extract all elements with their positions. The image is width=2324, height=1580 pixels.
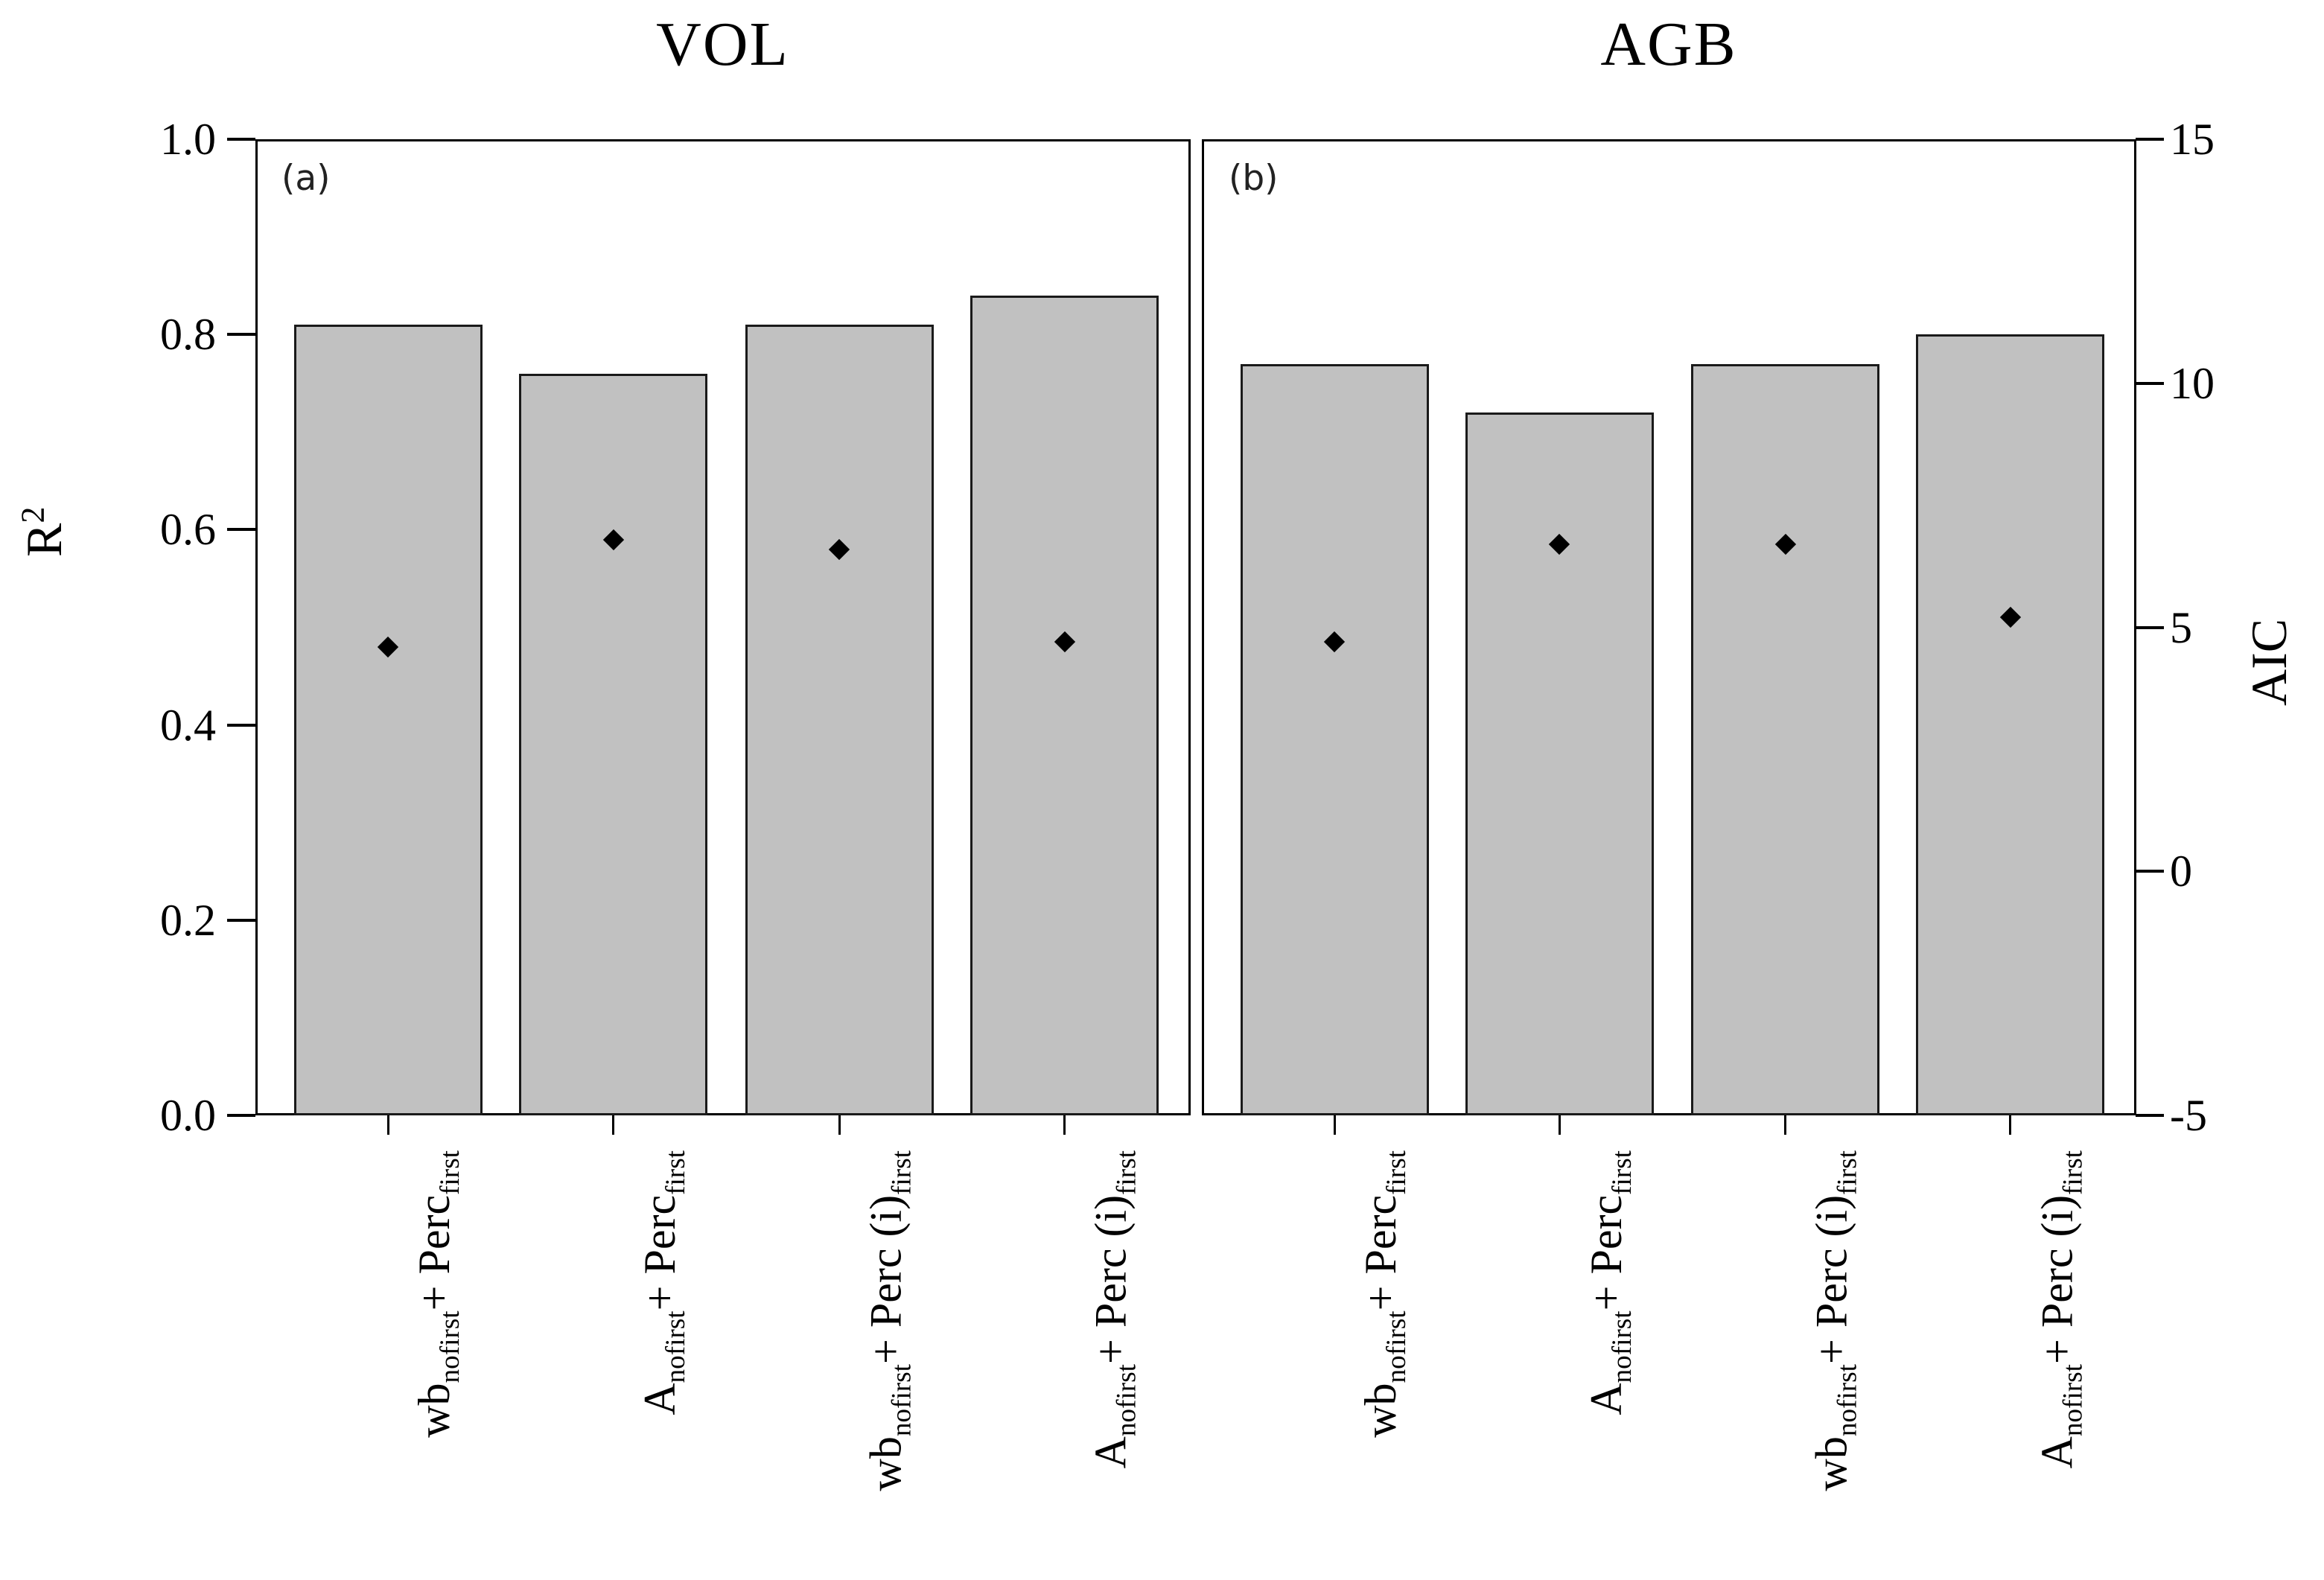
- left-axis-tick-label: 0.6: [160, 505, 216, 555]
- left-axis-label: R2: [14, 507, 72, 557]
- left-axis-tick: [227, 1114, 255, 1117]
- x-category-label: wbnofirst+ Perc (i)first: [1806, 1150, 1863, 1491]
- r2-bar: [1916, 334, 2105, 1115]
- left-axis-tick-label: 0.2: [160, 895, 216, 945]
- panel-b-title: AGB: [1600, 10, 1737, 79]
- panel-a-label: (a): [281, 158, 331, 199]
- x-axis-tick: [2009, 1115, 2012, 1135]
- x-axis-tick: [1558, 1115, 1561, 1135]
- x-axis-tick: [612, 1115, 615, 1135]
- x-category-label: wbnofirst+ Percfirst: [410, 1150, 466, 1438]
- left-axis-tick-label: 1.0: [160, 115, 216, 164]
- x-axis-tick: [386, 1115, 389, 1135]
- x-axis-tick: [1333, 1115, 1336, 1135]
- left-axis-tick: [227, 918, 255, 922]
- left-axis-tick: [227, 333, 255, 337]
- r2-bar: [293, 325, 483, 1115]
- x-axis-tick: [1784, 1115, 1787, 1135]
- right-axis-tick-label: 15: [2170, 115, 2215, 164]
- right-axis-tick: [2136, 625, 2164, 629]
- left-axis-tick-label: 0.8: [160, 310, 216, 360]
- x-category-label: Anofirst+ Perc (i)first: [1086, 1150, 1142, 1469]
- r2-bar: [1240, 363, 1429, 1115]
- x-category-label: Anofirst+ Perc (i)first: [2031, 1150, 2088, 1469]
- x-axis-tick: [838, 1115, 841, 1135]
- r2-bar: [745, 325, 934, 1115]
- x-category-label: Anofirst+ Percfirst: [1581, 1150, 1637, 1415]
- r2-bar: [970, 295, 1159, 1115]
- right-axis-tick: [2136, 138, 2164, 141]
- left-axis-tick: [227, 528, 255, 532]
- left-axis-tick: [227, 723, 255, 727]
- r2-bar: [1465, 412, 1654, 1115]
- r2-bar: [1691, 363, 1880, 1115]
- right-axis-tick-label: 10: [2170, 358, 2215, 408]
- left-axis-tick-label: 0.4: [160, 700, 216, 750]
- x-category-label: wbnofirst+ Perc (i)first: [861, 1150, 917, 1491]
- r2-bar: [519, 373, 708, 1115]
- left-axis-tick: [227, 138, 255, 141]
- x-category-label: wbnofirst+ Percfirst: [1356, 1150, 1413, 1438]
- right-axis-tick-label: 0: [2170, 847, 2192, 896]
- left-axis-label-text: R: [16, 523, 72, 557]
- left-axis-label-superscript: 2: [14, 506, 51, 523]
- right-axis-tick-label: -5: [2170, 1091, 2207, 1140]
- x-category-label: Anofirst+ Percfirst: [634, 1150, 691, 1415]
- right-axis-tick: [2136, 870, 2164, 873]
- right-axis-tick: [2136, 381, 2164, 385]
- right-axis-tick-label: 5: [2170, 602, 2192, 652]
- panel-a-title: VOL: [656, 10, 789, 79]
- panel-b-label: (b): [1229, 158, 1279, 199]
- right-axis-tick: [2136, 1114, 2164, 1117]
- left-axis-tick-label: 0.0: [160, 1091, 216, 1140]
- x-axis-tick: [1063, 1115, 1066, 1135]
